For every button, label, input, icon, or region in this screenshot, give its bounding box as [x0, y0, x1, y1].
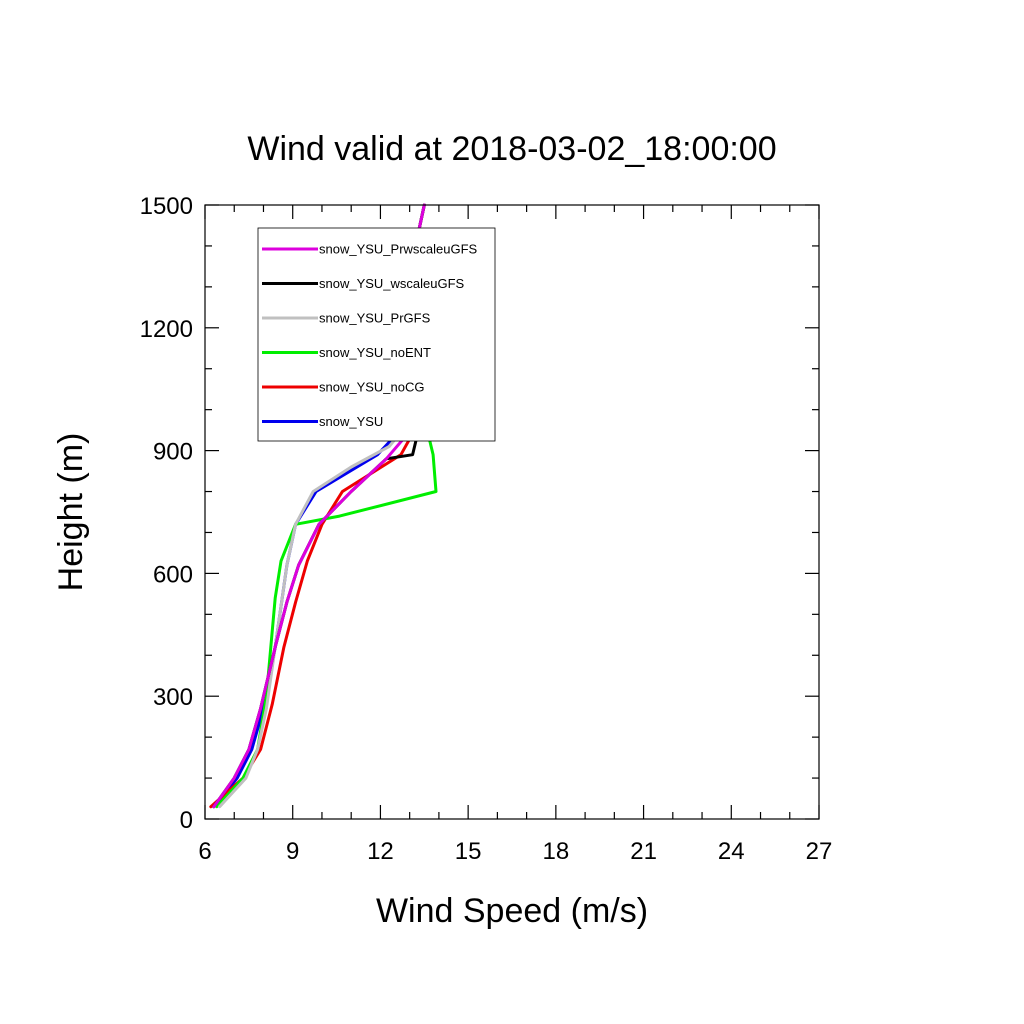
legend: snow_YSU_PrwscaleuGFS snow_YSU_wscaleuGFS…	[257, 227, 496, 442]
y-axis-label: Height (m)	[52, 433, 90, 592]
x-tick-label: 24	[718, 838, 745, 865]
y-tick-label: 600	[153, 561, 193, 588]
legend-label: snow_YSU_noCG	[319, 380, 425, 395]
y-tick-label: 1200	[140, 316, 193, 343]
y-tick-label: 900	[153, 439, 193, 466]
x-tick-label: 27	[806, 838, 833, 865]
x-tick-label: 15	[455, 838, 482, 865]
x-tick-label: 21	[630, 838, 657, 865]
legend-label: snow_YSU_PrGFS	[319, 311, 431, 326]
y-tick-label: 0	[180, 807, 193, 834]
x-tick-label: 12	[367, 838, 394, 865]
plot-frame	[204, 204, 820, 820]
x-tick-label: 18	[543, 838, 570, 865]
chart-title: Wind valid at 2018-03-02_18:00:00	[247, 130, 776, 168]
legend-label: snow_YSU_PrwscaleuGFS	[319, 242, 478, 257]
legend-label: snow_YSU_wscaleuGFS	[319, 276, 465, 291]
legend-label: snow_YSU	[319, 414, 383, 429]
x-tick-label: 9	[286, 838, 299, 865]
y-tick-label: 1500	[140, 193, 193, 220]
x-axis-label: Wind Speed (m/s)	[376, 892, 648, 930]
x-tick-label: 6	[198, 838, 211, 865]
y-tick-label: 300	[153, 684, 193, 711]
tick-labels: 6 9 12 15 18 21 24 27 0 300 600 900 1200 1500	[140, 193, 833, 865]
legend-box	[257, 227, 496, 442]
legend-label: snow_YSU_noENT	[319, 345, 431, 360]
